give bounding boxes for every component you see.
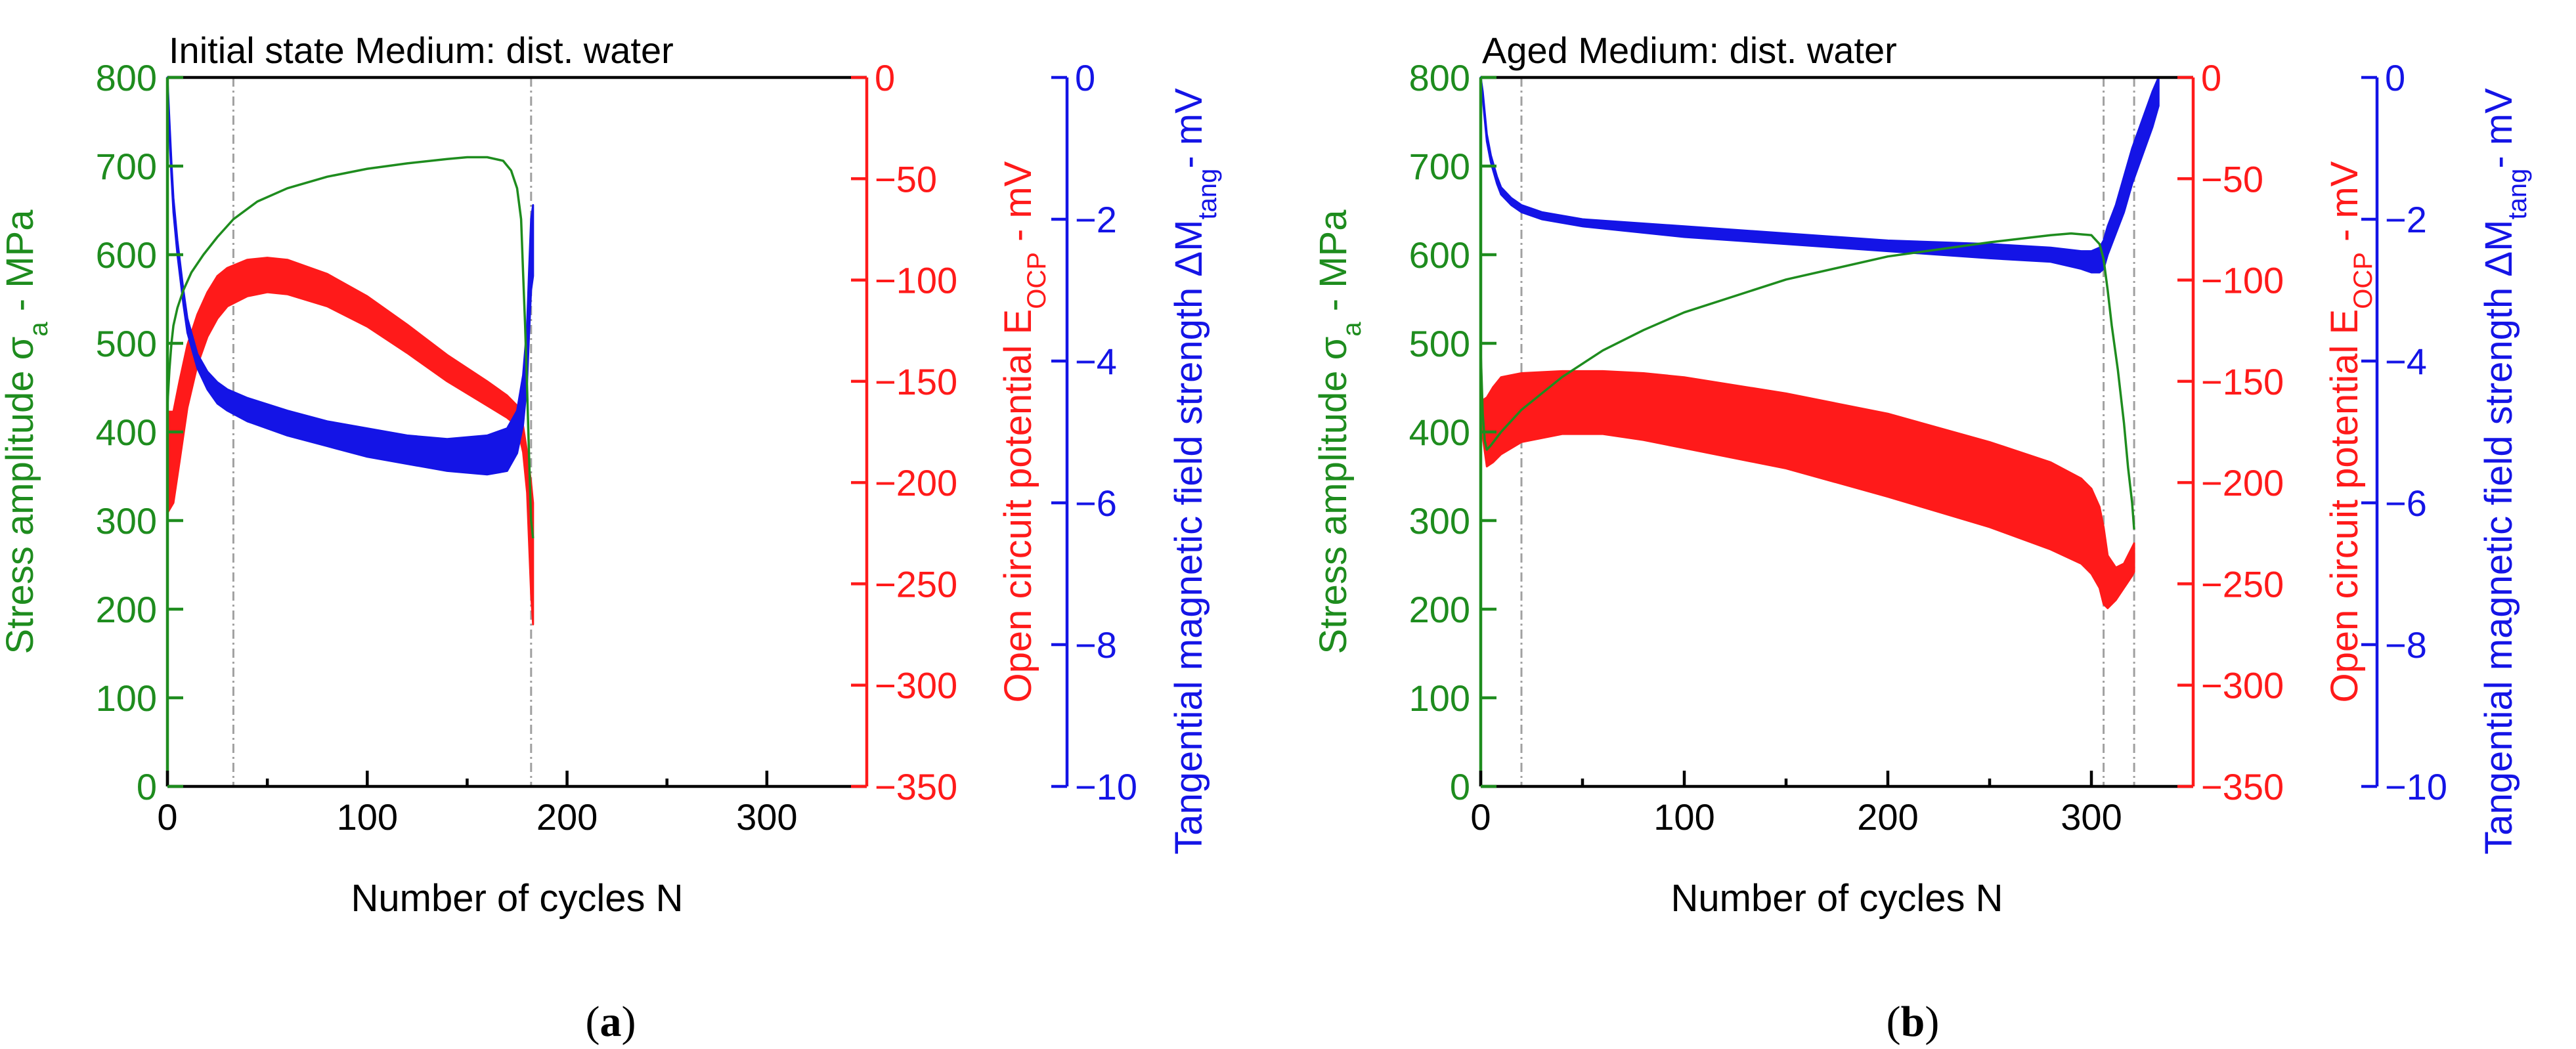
- x-tick-label: 0: [157, 796, 177, 838]
- right-magnetic-tick-label: 0: [2385, 57, 2405, 98]
- right-ocp-axis-label-tail: - mV: [2323, 161, 2366, 252]
- left-tick-label: 500: [96, 323, 157, 364]
- left-axis-label: Stress amplitude σa - MPa: [1312, 209, 1366, 654]
- right-magnetic-tick-label: −10: [2385, 766, 2447, 807]
- right-ocp-tick-label: −250: [2201, 563, 2284, 605]
- left-tick-label: 800: [96, 57, 157, 98]
- left-axis-label-sub: a: [1338, 322, 1366, 337]
- right-magnetic-tick-label: −8: [1075, 624, 1117, 666]
- right-magnetic-axis-label: Tangential magnetic field strength ΔMtan…: [2478, 88, 2532, 855]
- right-ocp-tick-label: −300: [2201, 665, 2284, 706]
- right-ocp-tick-label: −100: [875, 260, 957, 301]
- x-tick-label: 100: [337, 796, 398, 838]
- chart-title: Initial state Medium: dist. water: [169, 30, 674, 71]
- right-magnetic-axis-label-tail: - mV: [1168, 88, 1210, 169]
- right-ocp-tick-label: −50: [2201, 158, 2263, 200]
- ocp-band: [166, 257, 535, 626]
- right-ocp-axis-label: Open circuit potential EOCP - mV: [997, 161, 1051, 702]
- right-ocp-tick-label: −300: [875, 665, 957, 706]
- chart-title: Aged Medium: dist. water: [1482, 30, 1897, 71]
- caption-a: (a): [586, 998, 636, 1046]
- right-ocp-tick-label: −50: [875, 158, 937, 200]
- x-tick-label: 300: [736, 796, 797, 838]
- right-ocp-axis-label-main: Open circuit potential E: [997, 309, 1039, 703]
- right-ocp-tick-label: −200: [875, 462, 957, 503]
- x-tick-label: 200: [1857, 796, 1918, 838]
- right-ocp-tick-label: −350: [875, 766, 957, 807]
- left-axis-label-sub: a: [24, 322, 53, 337]
- left-axis-label-main: Stress amplitude σ: [0, 337, 41, 654]
- left-tick-label: 500: [1409, 323, 1470, 364]
- left-tick-label: 0: [1450, 766, 1470, 807]
- panel-a: 0 100 200 300 0 100 200 300 400 500 600 700 800 0 −50 −…: [0, 30, 1222, 920]
- right-magnetic-axis-label-tail: - mV: [2478, 88, 2520, 169]
- left-tick-label: 600: [96, 234, 157, 276]
- magnetic-band: [1479, 76, 2160, 274]
- right-ocp-axis-label: Open circuit potential EOCP - mV: [2323, 161, 2378, 702]
- right-magnetic-tick-label: −4: [1075, 341, 1117, 382]
- left-tick-label: 200: [96, 589, 157, 630]
- stress-line: [1479, 232, 2135, 530]
- right-magnetic-tick-label: 0: [1075, 57, 1095, 98]
- ocp-band: [1479, 370, 2135, 609]
- right-magnetic-tick-label: −10: [1075, 766, 1137, 807]
- x-axis-label: Number of cycles N: [1670, 877, 2003, 920]
- right-ocp-tick-label: −150: [2201, 361, 2284, 402]
- x-tick-label: 0: [1470, 796, 1491, 838]
- right-ocp-tick-label: 0: [2201, 57, 2221, 98]
- right-magnetic-axis-label-main: Tangential magnetic field strength ΔM: [1168, 220, 1210, 855]
- left-tick-label: 0: [137, 766, 157, 807]
- right-ocp-tick-label: 0: [875, 57, 895, 98]
- left-tick-label: 600: [1409, 234, 1470, 276]
- right-magnetic-tick-label: −6: [1075, 482, 1117, 524]
- magnetic-band: [166, 76, 535, 476]
- right-magnetic-axis-label-sub: tang: [1193, 169, 1222, 220]
- left-tick-label: 700: [96, 146, 157, 187]
- right-magnetic-tick-label: −2: [1075, 199, 1117, 240]
- right-ocp-tick-label: −350: [2201, 766, 2284, 807]
- right-ocp-tick-label: −100: [2201, 260, 2284, 301]
- left-tick-label: 100: [1409, 677, 1470, 719]
- right-ocp-tick-label: −200: [2201, 462, 2284, 503]
- right-ocp-tick-label: −250: [875, 563, 957, 605]
- stress-line: [166, 156, 535, 539]
- right-magnetic-tick-label: −8: [2385, 624, 2427, 666]
- left-tick-label: 400: [96, 412, 157, 453]
- right-magnetic-axis-label: Tangential magnetic field strength ΔMtan…: [1168, 88, 1222, 855]
- x-tick-label: 100: [1653, 796, 1714, 838]
- x-tick-label: 200: [536, 796, 598, 838]
- panel-b: 0 100 200 300 0 100 200 300 400 500 600 700 800 0 −50 −…: [1312, 30, 2532, 920]
- left-tick-label: 700: [1409, 146, 1470, 187]
- left-tick-label: 300: [96, 500, 157, 542]
- right-ocp-axis-label-sub: OCP: [1022, 252, 1051, 309]
- left-axis-label-tail: - MPa: [0, 209, 41, 322]
- left-tick-label: 100: [96, 677, 157, 719]
- left-tick-label: 400: [1409, 412, 1470, 453]
- right-magnetic-axis-label-sub: tang: [2503, 169, 2532, 220]
- caption-b-letter: b: [1901, 998, 1925, 1046]
- left-axis-label: Stress amplitude σa - MPa: [0, 209, 53, 654]
- caption-b: (b): [1887, 998, 1940, 1046]
- left-tick-label: 300: [1409, 500, 1470, 542]
- right-ocp-tick-label: −150: [875, 361, 957, 402]
- left-axis-label-tail: - MPa: [1312, 209, 1355, 322]
- right-magnetic-axis-label-main: Tangential magnetic field strength ΔM: [2478, 220, 2520, 855]
- x-axis-label: Number of cycles N: [351, 877, 683, 920]
- caption-a-letter: a: [600, 998, 622, 1046]
- right-ocp-axis-label-sub: OCP: [2349, 252, 2378, 309]
- right-magnetic-tick-label: −2: [2385, 199, 2427, 240]
- right-ocp-axis-label-tail: - mV: [997, 161, 1039, 252]
- left-tick-label: 800: [1409, 57, 1470, 98]
- right-ocp-axis-label-main: Open circuit potential E: [2323, 309, 2366, 703]
- right-magnetic-tick-label: −4: [2385, 341, 2427, 382]
- left-tick-label: 200: [1409, 589, 1470, 630]
- x-tick-label: 300: [2061, 796, 2122, 838]
- right-magnetic-tick-label: −6: [2385, 482, 2427, 524]
- left-axis-label-main: Stress amplitude σ: [1312, 337, 1355, 654]
